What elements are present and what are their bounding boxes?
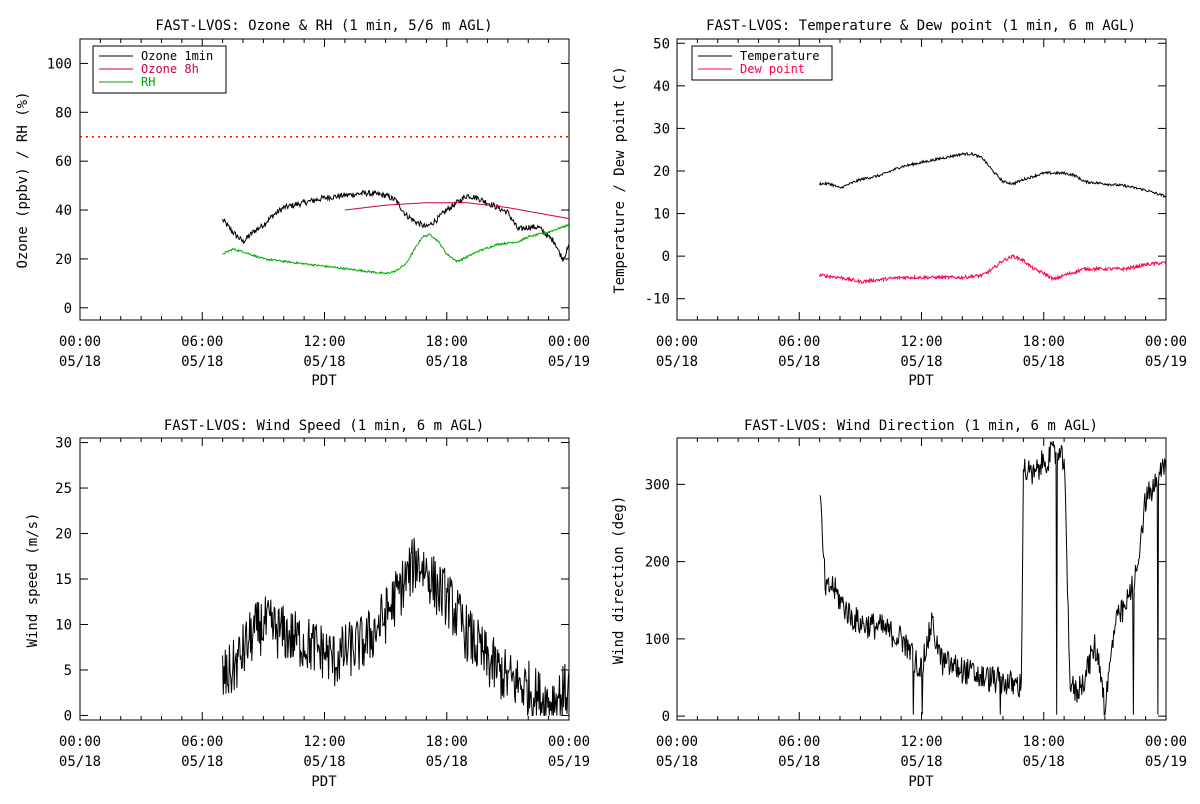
x-tick-time-label: 00:00 [656, 734, 698, 750]
x-tick-date-label: 05/18 [1023, 754, 1065, 770]
x-tick-date-label: 05/18 [778, 354, 820, 370]
temperature-dewpoint-panel: FAST-LVOS: Temperature & Dew point (1 mi… [612, 18, 1187, 389]
x-tick-date-label: 05/19 [548, 354, 590, 370]
series-line [819, 254, 1167, 285]
series-line [222, 189, 570, 262]
chart-title: FAST-LVOS: Wind Direction (1 min, 6 m AG… [744, 418, 1098, 434]
chart-title: FAST-LVOS: Wind Speed (1 min, 6 m AGL) [164, 418, 484, 434]
x-tick-date-label: 05/18 [656, 354, 698, 370]
y-tick-label: 20 [55, 252, 72, 268]
y-tick-label: 40 [55, 203, 72, 219]
x-tick-time-label: 18:00 [426, 334, 468, 350]
y-tick-label: 0 [64, 708, 72, 724]
x-tick-date-label: 05/18 [181, 354, 223, 370]
x-tick-date-label: 05/18 [303, 754, 345, 770]
x-tick-time-label: 18:00 [426, 734, 468, 750]
y-tick-label: 0 [662, 249, 670, 265]
x-tick-time-label: 12:00 [900, 734, 942, 750]
y-tick-label: 100 [47, 56, 72, 72]
x-tick-time-label: 00:00 [548, 734, 590, 750]
y-tick-label: 100 [645, 632, 670, 648]
x-tick-time-label: 00:00 [656, 334, 698, 350]
ozone-rh-panel: FAST-LVOS: Ozone & RH (1 min, 5/6 m AGL)… [15, 18, 590, 389]
y-tick-label: 50 [653, 36, 670, 52]
y-tick-label: 15 [55, 572, 72, 588]
x-tick-time-label: 06:00 [181, 334, 223, 350]
x-tick-time-label: 12:00 [900, 334, 942, 350]
y-axis-label: Wind direction (deg) [611, 496, 627, 665]
wind-speed-panel: FAST-LVOS: Wind Speed (1 min, 6 m AGL) W… [25, 418, 590, 790]
x-tick-time-label: 00:00 [548, 334, 590, 350]
x-tick-date-label: 05/18 [59, 354, 101, 370]
y-tick-label: 40 [653, 79, 670, 95]
y-tick-label: 60 [55, 154, 72, 170]
x-tick-time-label: 18:00 [1023, 734, 1065, 750]
x-tick-date-label: 05/19 [548, 754, 590, 770]
x-tick-date-label: 05/18 [1023, 354, 1065, 370]
x-tick-date-label: 05/18 [426, 754, 468, 770]
series-line [222, 223, 569, 275]
x-tick-date-label: 05/18 [59, 754, 101, 770]
y-tick-label: 200 [645, 555, 670, 571]
x-tick-time-label: 00:00 [59, 734, 101, 750]
x-tick-date-label: 05/18 [181, 754, 223, 770]
x-tick-date-label: 05/19 [1145, 354, 1187, 370]
x-tick-time-label: 12:00 [303, 734, 345, 750]
plot-frame [79, 437, 570, 721]
x-axis-label: PDT [908, 774, 934, 790]
y-axis-label: Ozone (ppbv) / RH (%) [15, 91, 31, 268]
x-axis-label: PDT [908, 373, 934, 389]
legend-entry: Ozone 1min [141, 49, 213, 63]
x-tick-date-label: 05/18 [900, 354, 942, 370]
y-tick-label: 25 [55, 481, 72, 497]
y-axis-label: Temperature / Dew point (C) [612, 66, 628, 294]
y-tick-label: -10 [645, 292, 670, 308]
x-tick-date-label: 05/18 [900, 754, 942, 770]
y-axis-label: Wind speed (m/s) [25, 513, 41, 648]
y-tick-label: 10 [653, 207, 670, 223]
x-tick-time-label: 06:00 [778, 734, 820, 750]
y-tick-label: 30 [653, 121, 670, 137]
series-line [819, 440, 1167, 716]
y-tick-label: 0 [662, 709, 670, 725]
y-tick-label: 5 [64, 663, 72, 679]
x-tick-date-label: 05/18 [303, 354, 345, 370]
y-tick-label: 30 [55, 436, 72, 452]
x-tick-date-label: 05/19 [1145, 754, 1187, 770]
y-tick-label: 0 [64, 301, 72, 317]
legend-entry: Dew point [740, 62, 805, 76]
y-tick-label: 80 [55, 105, 72, 121]
x-tick-time-label: 06:00 [181, 734, 223, 750]
x-tick-time-label: 06:00 [778, 334, 820, 350]
x-tick-date-label: 05/18 [778, 754, 820, 770]
x-tick-date-label: 05/18 [656, 754, 698, 770]
series-line [819, 151, 1167, 199]
series-line [344, 202, 570, 220]
legend-entry: RH [141, 75, 155, 89]
chart-title: FAST-LVOS: Temperature & Dew point (1 mi… [706, 18, 1136, 34]
x-tick-time-label: 18:00 [1023, 334, 1065, 350]
wind-direction-panel: FAST-LVOS: Wind Direction (1 min, 6 m AG… [611, 418, 1187, 790]
x-axis-label: PDT [311, 774, 337, 790]
x-tick-time-label: 12:00 [303, 334, 345, 350]
x-tick-date-label: 05/18 [426, 354, 468, 370]
y-tick-label: 20 [653, 164, 670, 180]
y-tick-label: 300 [645, 477, 670, 493]
x-tick-time-label: 00:00 [1145, 734, 1187, 750]
legend-entry: Ozone 8h [141, 62, 199, 76]
y-tick-label: 20 [55, 527, 72, 543]
x-axis-label: PDT [311, 373, 337, 389]
x-tick-time-label: 00:00 [59, 334, 101, 350]
y-tick-label: 10 [55, 617, 72, 633]
x-tick-time-label: 00:00 [1145, 334, 1187, 350]
chart-title: FAST-LVOS: Ozone & RH (1 min, 5/6 m AGL) [155, 18, 492, 34]
legend-box [691, 45, 833, 81]
legend-entry: Temperature [740, 49, 819, 63]
series-line [222, 537, 570, 716]
